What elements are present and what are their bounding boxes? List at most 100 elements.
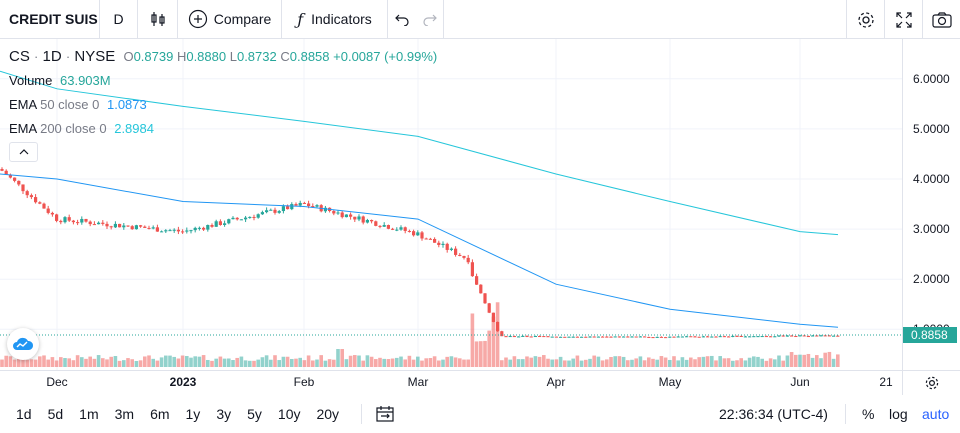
scale-settings-button[interactable] xyxy=(902,370,960,395)
timeframe-5y[interactable]: 5y xyxy=(247,406,262,422)
timeframe-20y[interactable]: 20y xyxy=(316,406,340,422)
candle xyxy=(214,221,218,227)
interval-button[interactable]: D xyxy=(100,0,138,39)
volume-bar xyxy=(46,359,50,367)
candle xyxy=(626,336,630,338)
volume-bar xyxy=(466,359,470,367)
legend-main: CS · 1D · NYSE O0.8739 H0.8880 L0.8732 C… xyxy=(9,48,438,65)
calendar-range-icon xyxy=(376,406,394,422)
volume-bar xyxy=(516,359,521,367)
volume-bar xyxy=(8,356,13,367)
legend-volume[interactable]: Volume 63.903M xyxy=(9,73,111,88)
candle xyxy=(592,336,596,338)
collapse-legend-button[interactable] xyxy=(9,142,38,162)
candle xyxy=(164,230,168,232)
change-value: +0.0087 (+0.99%) xyxy=(333,49,438,64)
volume-bar xyxy=(701,356,706,367)
volume-bar xyxy=(764,360,769,367)
candle xyxy=(437,242,441,245)
date-range-button[interactable] xyxy=(361,404,394,424)
volume-bar xyxy=(789,352,794,367)
volume-bar xyxy=(596,356,601,367)
volume-bar xyxy=(798,354,802,367)
indicators-label: Indicators xyxy=(311,11,372,27)
volume-bar xyxy=(680,357,685,367)
fullscreen-button[interactable] xyxy=(884,0,922,39)
time-tick: Dec xyxy=(46,375,68,389)
snapshot-button[interactable] xyxy=(922,0,960,39)
log-toggle[interactable]: log xyxy=(889,406,908,422)
timeframe-5d[interactable]: 5d xyxy=(47,406,64,422)
timeframe-1m[interactable]: 1m xyxy=(79,406,99,422)
high-label: H xyxy=(176,49,187,64)
volume-bar xyxy=(836,354,840,367)
candle xyxy=(651,337,655,339)
candle xyxy=(571,336,575,338)
volume-bar xyxy=(584,359,588,367)
candle xyxy=(17,180,21,185)
last-price-tag: 0.8858 xyxy=(903,327,957,344)
volume-bar xyxy=(248,360,252,367)
candle xyxy=(76,222,80,224)
clock[interactable]: 22:36:34 (UTC-4) xyxy=(719,406,828,422)
time-axis[interactable]: Dec 2023 Feb Mar Apr May Jun 21 xyxy=(0,370,902,395)
volume-bar xyxy=(315,359,319,367)
candle xyxy=(252,216,256,218)
volume-bar xyxy=(29,359,34,367)
volume-bar xyxy=(290,358,294,367)
candle xyxy=(697,336,701,338)
time-tick: May xyxy=(658,375,682,389)
legend-ema200[interactable]: EMA 200 close 0 2.8984 xyxy=(9,121,154,136)
timeframe-1y[interactable]: 1y xyxy=(185,406,201,422)
timeframe-10y[interactable]: 10y xyxy=(277,406,301,422)
symbol-search[interactable]: CREDIT SUIS xyxy=(0,0,100,39)
candle xyxy=(823,335,827,337)
candle xyxy=(794,336,798,338)
volume-bar xyxy=(243,360,248,367)
timeframe-3m[interactable]: 3m xyxy=(114,406,135,422)
legend-ema50[interactable]: EMA 50 close 0 1.0873 xyxy=(9,97,147,112)
candle xyxy=(210,225,214,227)
candle xyxy=(46,208,50,213)
legend-interval: 1D xyxy=(42,48,62,65)
candle xyxy=(118,223,122,228)
timeframe-3y[interactable]: 3y xyxy=(216,406,232,422)
volume-bar xyxy=(815,355,819,367)
candle xyxy=(231,217,235,220)
compare-button[interactable]: Compare xyxy=(178,0,282,39)
settings-button[interactable] xyxy=(846,0,884,39)
percent-toggle[interactable]: % xyxy=(862,406,875,422)
undo-button[interactable] xyxy=(388,0,416,39)
volume-bar xyxy=(600,360,605,367)
volume-bar xyxy=(80,357,84,367)
candle xyxy=(836,335,840,337)
time-tick: Mar xyxy=(407,375,429,389)
candle xyxy=(500,331,504,337)
volume-bar xyxy=(386,359,391,367)
volume-bar xyxy=(634,358,638,367)
volume-bar xyxy=(319,355,323,367)
chart-canvas[interactable] xyxy=(0,39,902,370)
candle xyxy=(659,336,663,338)
tradingview-logo[interactable] xyxy=(7,328,39,360)
volume-label: Volume xyxy=(9,73,53,88)
price-chart[interactable]: CS · 1D · NYSE O0.8739 H0.8880 L0.8732 C… xyxy=(0,39,960,370)
indicators-button[interactable]: ƒ Indicators xyxy=(282,0,388,39)
volume-value: 63.903M xyxy=(60,73,111,88)
timeframe-6m[interactable]: 6m xyxy=(150,406,170,422)
volume-bar xyxy=(550,359,554,367)
ema200-label: EMA xyxy=(9,121,37,136)
chart-type-button[interactable] xyxy=(138,0,178,39)
auto-toggle[interactable]: auto xyxy=(922,406,950,422)
volume-bar xyxy=(831,358,836,367)
redo-button[interactable] xyxy=(416,0,444,39)
candle xyxy=(483,293,487,304)
timeframe-1d[interactable]: 1d xyxy=(16,406,32,422)
volume-bar xyxy=(54,360,59,367)
volume-bar xyxy=(630,359,634,367)
candle xyxy=(693,336,697,338)
candle xyxy=(265,210,269,213)
price-tick: 5.0000 xyxy=(913,121,950,136)
volume-bar xyxy=(134,360,139,367)
